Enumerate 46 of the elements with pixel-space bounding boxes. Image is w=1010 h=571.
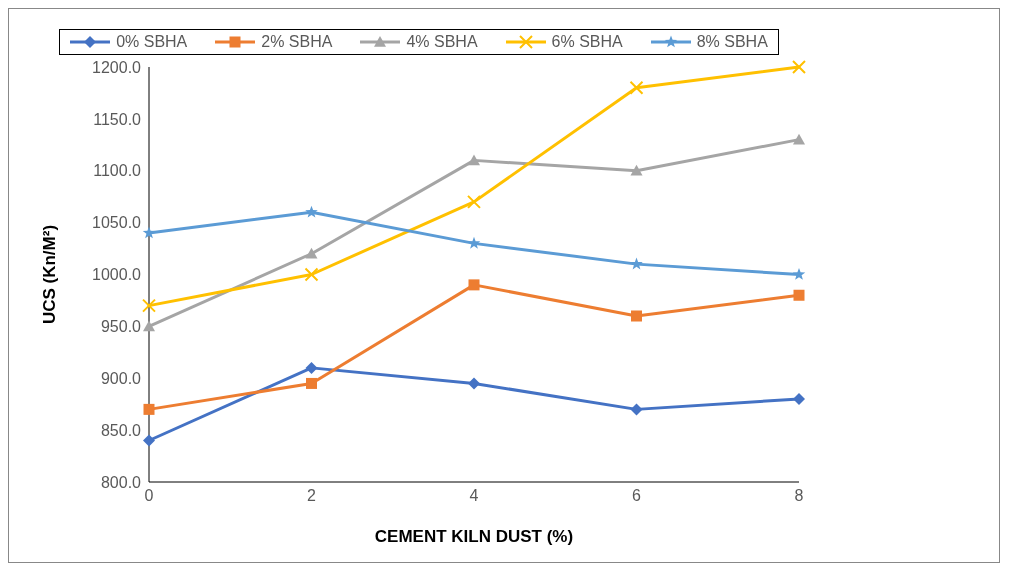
point xyxy=(467,236,481,249)
y-tick-label: 1150.0 xyxy=(93,110,142,128)
y-tick-label: 1100.0 xyxy=(93,162,142,180)
point xyxy=(630,164,643,176)
x-axis-title: CEMENT KILN DUST (%) xyxy=(374,527,574,546)
y-tick-label: 950.0 xyxy=(100,318,142,336)
point xyxy=(793,393,805,405)
point xyxy=(142,226,156,239)
y-tick-label: 1000.0 xyxy=(92,266,142,284)
legend-label: 2% SBHA xyxy=(260,33,333,51)
point xyxy=(792,267,806,280)
y-tick-label: 1050.0 xyxy=(92,214,142,232)
point xyxy=(631,310,642,322)
point xyxy=(468,154,480,166)
legend-label: 6% SBHA xyxy=(550,33,623,51)
y-tick-label: 800.0 xyxy=(100,473,142,491)
x-tick-label: 4 xyxy=(469,487,479,505)
point xyxy=(467,194,481,209)
point xyxy=(792,60,806,74)
x-tick-label: 8 xyxy=(794,487,804,505)
legend-label: 4% SBHA xyxy=(405,33,478,51)
y-tick-label: 900.0 xyxy=(100,369,142,387)
point xyxy=(305,361,318,374)
point xyxy=(143,403,155,415)
point xyxy=(793,289,805,301)
point xyxy=(305,247,318,259)
point xyxy=(143,320,155,332)
point xyxy=(630,403,643,416)
y-tick-label: 850.0 xyxy=(100,421,142,439)
point xyxy=(630,257,643,270)
x-tick-label: 0 xyxy=(144,487,154,505)
x-tick-label: 6 xyxy=(632,487,642,505)
point xyxy=(304,267,319,282)
legend-label: 0% SBHA xyxy=(115,33,188,51)
point xyxy=(305,205,318,218)
y-tick-label: 1200.0 xyxy=(92,58,142,76)
legend-label: 8% SBHA xyxy=(695,33,768,51)
point xyxy=(306,377,317,389)
point xyxy=(143,434,155,447)
point xyxy=(793,133,805,145)
point xyxy=(468,377,480,390)
point xyxy=(142,298,156,313)
point xyxy=(629,80,644,95)
x-tick-label: 2 xyxy=(307,487,317,505)
y-axis-title: UCS (Kn/M²) xyxy=(40,224,60,325)
point xyxy=(468,279,480,291)
